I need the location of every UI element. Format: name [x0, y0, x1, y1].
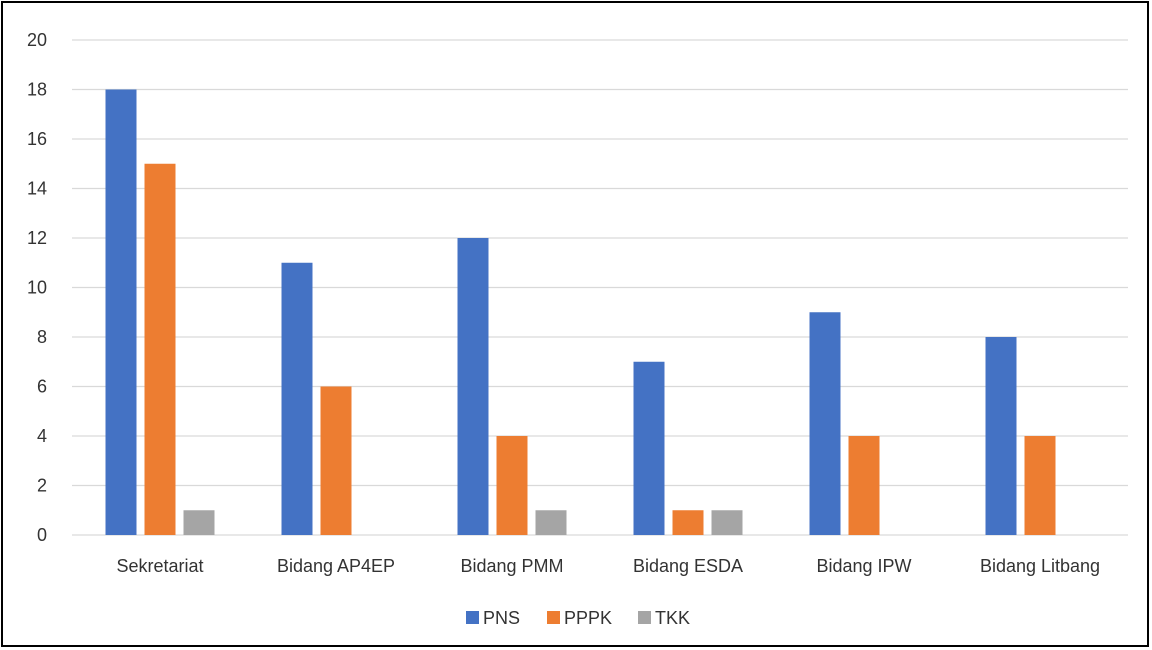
y-tick-label: 8 [37, 327, 47, 347]
y-tick-label: 12 [27, 228, 47, 248]
bar-pppk-2 [496, 436, 528, 535]
bar-pppk-3 [672, 510, 704, 535]
x-tick-label: Bidang ESDA [633, 556, 743, 576]
bar-pppk-4 [848, 436, 880, 535]
legend-swatch-pppk [547, 611, 560, 624]
x-axis-ticks: Sekretariat Bidang AP4EP Bidang PMM Bidang … [116, 556, 1100, 576]
bars [105, 89, 1056, 535]
y-tick-label: 20 [27, 30, 47, 50]
y-tick-label: 2 [37, 476, 47, 496]
y-tick-label: 0 [37, 525, 47, 545]
legend-label-pns: PNS [483, 608, 520, 628]
y-tick-label: 10 [27, 278, 47, 298]
y-tick-label: 6 [37, 377, 47, 397]
bar-pns-1 [281, 262, 313, 535]
x-tick-label: Bidang AP4EP [277, 556, 395, 576]
legend-swatch-tkk [638, 611, 651, 624]
legend-label-pppk: PPPK [564, 608, 612, 628]
x-tick-label: Bidang IPW [816, 556, 911, 576]
legend-swatch-pns [466, 611, 479, 624]
x-tick-label: Bidang PMM [460, 556, 563, 576]
y-axis-ticks: 0 2 4 6 8 10 12 14 16 18 20 [27, 30, 47, 545]
bar-pns-2 [457, 238, 489, 535]
x-tick-label: Bidang Litbang [980, 556, 1100, 576]
bar-tkk-3 [711, 510, 743, 535]
bar-pppk-1 [320, 386, 352, 535]
bar-pns-5 [985, 337, 1017, 535]
y-tick-label: 4 [37, 426, 47, 446]
x-tick-label: Sekretariat [116, 556, 203, 576]
bar-tkk-2 [535, 510, 567, 535]
bar-pns-3 [633, 361, 665, 535]
gridlines [72, 39, 1128, 536]
bar-pppk-5 [1024, 436, 1056, 535]
y-tick-label: 18 [27, 80, 47, 100]
bar-pns-4 [809, 312, 841, 535]
legend: PNS PPPK TKK [466, 608, 690, 628]
legend-label-tkk: TKK [655, 608, 690, 628]
bar-tkk-0 [183, 510, 215, 535]
bar-pns-0 [105, 89, 137, 535]
y-tick-label: 14 [27, 179, 47, 199]
y-tick-label: 16 [27, 129, 47, 149]
bar-pppk-0 [144, 163, 176, 535]
